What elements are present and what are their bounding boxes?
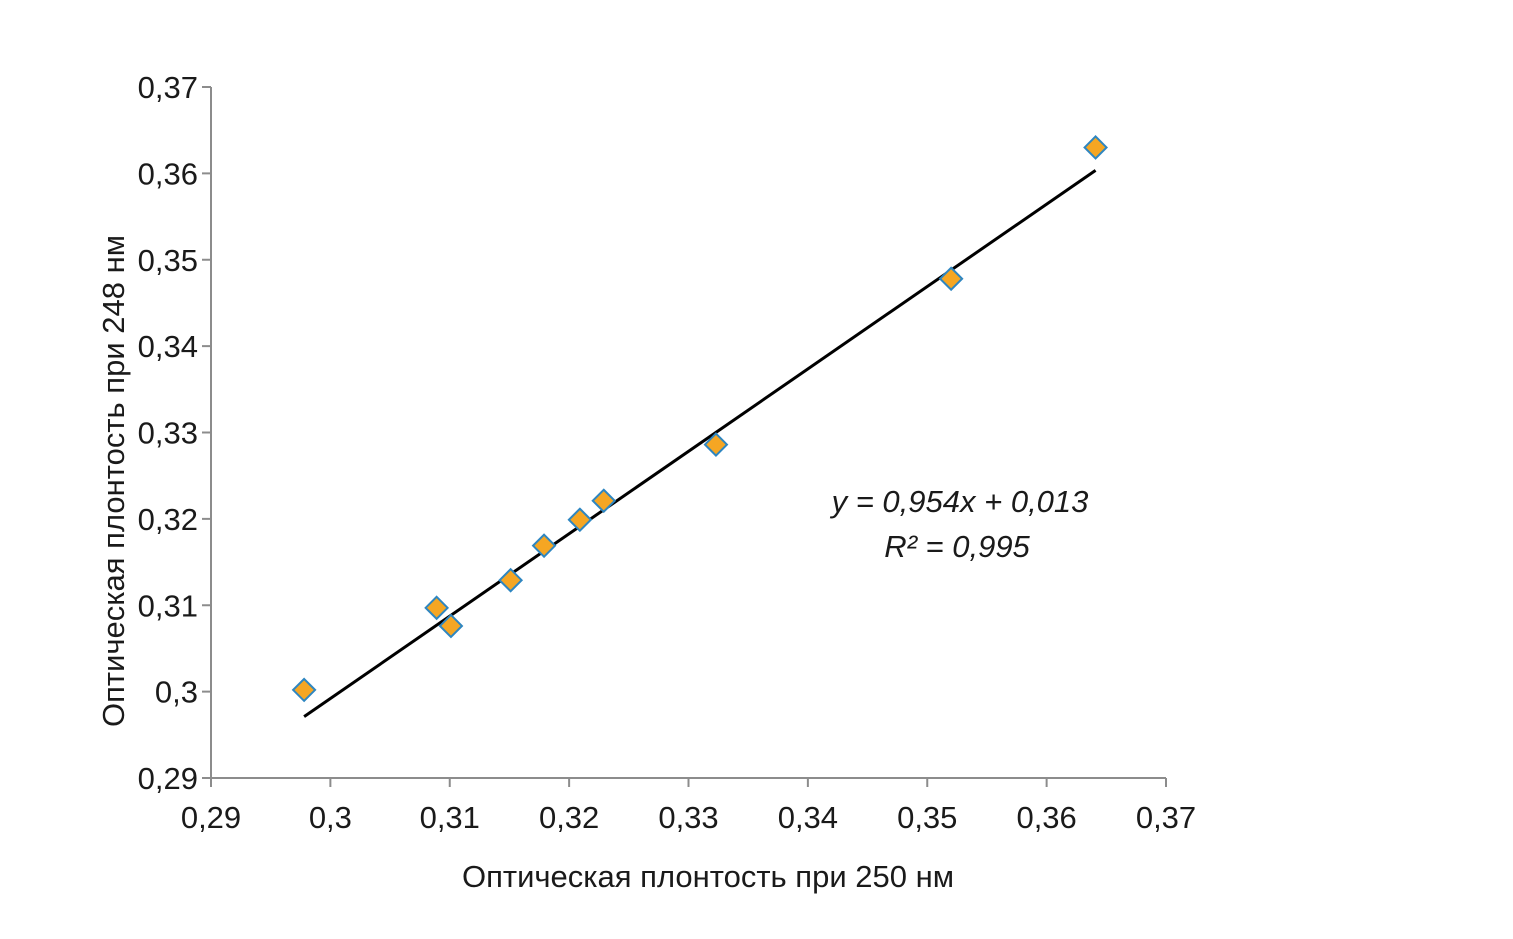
data-point bbox=[567, 507, 593, 533]
trendline-layer bbox=[303, 169, 1097, 718]
y-tick-label: 0,37 bbox=[138, 70, 198, 105]
data-point bbox=[938, 266, 964, 292]
y-tick-label: 0,36 bbox=[138, 156, 198, 191]
y-tick-label: 0,33 bbox=[138, 416, 198, 451]
x-tick-label: 0,35 bbox=[897, 800, 957, 835]
data-point bbox=[291, 677, 317, 703]
x-tick-label: 0,29 bbox=[181, 800, 241, 835]
data-point bbox=[1083, 135, 1108, 160]
data-point bbox=[498, 567, 524, 593]
x-tick-label: 0,31 bbox=[420, 800, 480, 835]
y-axis-title: Оптическая плонтость при 248 нм bbox=[96, 235, 131, 727]
x-tick-label: 0,36 bbox=[1016, 800, 1076, 835]
regression-equation: y = 0,954x + 0,013 bbox=[830, 484, 1089, 519]
labels: Оптическая плонтость при 250 нм Оптическ… bbox=[96, 235, 1088, 894]
x-tick-label: 0,34 bbox=[778, 800, 838, 835]
x-tick-label: 0,3 bbox=[309, 800, 352, 835]
data-point bbox=[438, 613, 464, 639]
y-tick-label: 0,34 bbox=[138, 329, 198, 364]
axes: 0,29 0,3 0,31 0,32 0,33 0,34 0,35 0,36 0,37 0,29 0… bbox=[138, 70, 1197, 835]
data-point bbox=[591, 488, 617, 514]
y-tick-label: 0,29 bbox=[138, 761, 198, 796]
data-points bbox=[291, 135, 1108, 703]
data-point bbox=[531, 533, 557, 559]
y-tick-label: 0,32 bbox=[138, 502, 198, 537]
y-tick-label: 0,31 bbox=[138, 588, 198, 623]
data-point bbox=[424, 595, 450, 621]
x-tick-label: 0,32 bbox=[539, 800, 599, 835]
trendline bbox=[303, 169, 1097, 718]
x-axis-title: Оптическая плонтость при 250 нм bbox=[462, 859, 954, 894]
y-tick-label: 0,35 bbox=[138, 243, 198, 278]
x-tick-label: 0,33 bbox=[658, 800, 718, 835]
y-tick-label: 0,3 bbox=[155, 675, 198, 710]
data-point bbox=[703, 432, 729, 458]
r-squared-label: R² = 0,995 bbox=[884, 529, 1030, 564]
x-tick-label: 0,37 bbox=[1136, 800, 1196, 835]
